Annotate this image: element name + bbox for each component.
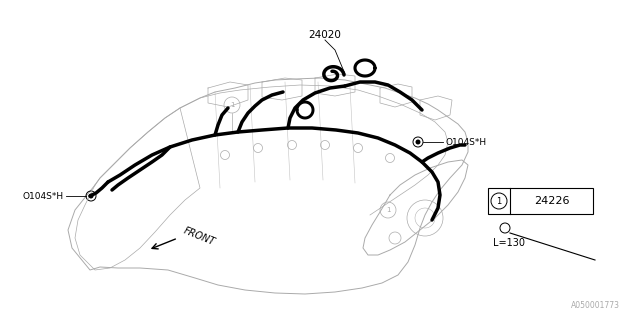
Circle shape — [88, 194, 93, 198]
Bar — [488, 188, 593, 214]
Text: O104S*H: O104S*H — [23, 191, 64, 201]
Text: 24020: 24020 — [308, 30, 341, 40]
Text: 1: 1 — [386, 207, 390, 213]
Text: O104S*H: O104S*H — [445, 138, 486, 147]
Text: 24226: 24226 — [534, 196, 570, 206]
Text: 1: 1 — [497, 196, 502, 205]
Text: 1: 1 — [230, 102, 234, 108]
Circle shape — [415, 140, 420, 145]
Text: A050001773: A050001773 — [571, 301, 620, 310]
Text: L=130: L=130 — [493, 238, 525, 248]
Text: FRONT: FRONT — [182, 225, 216, 247]
